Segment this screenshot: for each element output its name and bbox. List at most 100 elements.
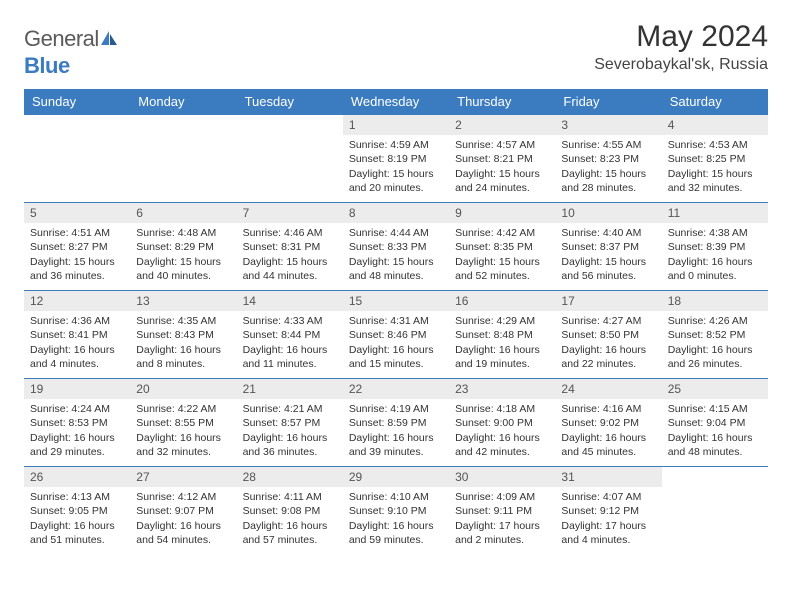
- day-details: Sunrise: 4:10 AMSunset: 9:10 PMDaylight:…: [343, 487, 449, 551]
- sunset-line: Sunset: 8:37 PM: [561, 240, 655, 254]
- daylight-line: Daylight: 16 hours and 45 minutes.: [561, 431, 655, 459]
- sunrise-line: Sunrise: 4:55 AM: [561, 138, 655, 152]
- daylight-line: Daylight: 16 hours and 15 minutes.: [349, 343, 443, 371]
- sunset-line: Sunset: 8:43 PM: [136, 328, 230, 342]
- day-details: Sunrise: 4:18 AMSunset: 9:00 PMDaylight:…: [449, 399, 555, 463]
- sunset-line: Sunset: 8:19 PM: [349, 152, 443, 166]
- brand-logo: GeneralBlue: [24, 20, 119, 79]
- day-details: Sunrise: 4:27 AMSunset: 8:50 PMDaylight:…: [555, 311, 661, 375]
- sunrise-line: Sunrise: 4:09 AM: [455, 490, 549, 504]
- calendar-day-cell: 4Sunrise: 4:53 AMSunset: 8:25 PMDaylight…: [662, 115, 768, 203]
- day-number: 28: [237, 467, 343, 487]
- weekday-header: Friday: [555, 89, 661, 115]
- title-block: May 2024 Severobaykal'sk, Russia: [594, 20, 768, 74]
- daylight-line: Daylight: 16 hours and 42 minutes.: [455, 431, 549, 459]
- day-number: 5: [24, 203, 130, 223]
- weekday-header: Saturday: [662, 89, 768, 115]
- sunset-line: Sunset: 8:27 PM: [30, 240, 124, 254]
- day-number: 1: [343, 115, 449, 135]
- day-number: 26: [24, 467, 130, 487]
- day-number: 25: [662, 379, 768, 399]
- sunrise-line: Sunrise: 4:18 AM: [455, 402, 549, 416]
- daylight-line: Daylight: 15 hours and 40 minutes.: [136, 255, 230, 283]
- calendar-empty-cell: [130, 115, 236, 203]
- day-details: Sunrise: 4:16 AMSunset: 9:02 PMDaylight:…: [555, 399, 661, 463]
- calendar-day-cell: 20Sunrise: 4:22 AMSunset: 8:55 PMDayligh…: [130, 379, 236, 467]
- daylight-line: Daylight: 16 hours and 4 minutes.: [30, 343, 124, 371]
- sunset-line: Sunset: 9:12 PM: [561, 504, 655, 518]
- sunrise-line: Sunrise: 4:44 AM: [349, 226, 443, 240]
- day-details: Sunrise: 4:22 AMSunset: 8:55 PMDaylight:…: [130, 399, 236, 463]
- calendar-day-cell: 21Sunrise: 4:21 AMSunset: 8:57 PMDayligh…: [237, 379, 343, 467]
- daylight-line: Daylight: 16 hours and 39 minutes.: [349, 431, 443, 459]
- calendar-table: SundayMondayTuesdayWednesdayThursdayFrid…: [24, 89, 768, 555]
- calendar-day-cell: 14Sunrise: 4:33 AMSunset: 8:44 PMDayligh…: [237, 291, 343, 379]
- calendar-day-cell: 30Sunrise: 4:09 AMSunset: 9:11 PMDayligh…: [449, 467, 555, 555]
- day-details: Sunrise: 4:42 AMSunset: 8:35 PMDaylight:…: [449, 223, 555, 287]
- daylight-line: Daylight: 17 hours and 2 minutes.: [455, 519, 549, 547]
- day-number: 20: [130, 379, 236, 399]
- weekday-header: Thursday: [449, 89, 555, 115]
- sunrise-line: Sunrise: 4:40 AM: [561, 226, 655, 240]
- day-number: 9: [449, 203, 555, 223]
- day-details: Sunrise: 4:12 AMSunset: 9:07 PMDaylight:…: [130, 487, 236, 551]
- calendar-day-cell: 9Sunrise: 4:42 AMSunset: 8:35 PMDaylight…: [449, 203, 555, 291]
- brand-text: GeneralBlue: [24, 26, 119, 79]
- calendar-empty-cell: [24, 115, 130, 203]
- daylight-line: Daylight: 15 hours and 32 minutes.: [668, 167, 762, 195]
- day-details: Sunrise: 4:15 AMSunset: 9:04 PMDaylight:…: [662, 399, 768, 463]
- calendar-day-cell: 1Sunrise: 4:59 AMSunset: 8:19 PMDaylight…: [343, 115, 449, 203]
- day-number: 21: [237, 379, 343, 399]
- day-details: Sunrise: 4:26 AMSunset: 8:52 PMDaylight:…: [662, 311, 768, 375]
- page-header: GeneralBlue May 2024 Severobaykal'sk, Ru…: [24, 20, 768, 79]
- daylight-line: Daylight: 16 hours and 57 minutes.: [243, 519, 337, 547]
- calendar-day-cell: 18Sunrise: 4:26 AMSunset: 8:52 PMDayligh…: [662, 291, 768, 379]
- calendar-empty-cell: [237, 115, 343, 203]
- sunset-line: Sunset: 8:35 PM: [455, 240, 549, 254]
- calendar-day-cell: 7Sunrise: 4:46 AMSunset: 8:31 PMDaylight…: [237, 203, 343, 291]
- sunset-line: Sunset: 8:55 PM: [136, 416, 230, 430]
- weekday-header: Tuesday: [237, 89, 343, 115]
- day-number: 11: [662, 203, 768, 223]
- day-number: 29: [343, 467, 449, 487]
- calendar-body: 1Sunrise: 4:59 AMSunset: 8:19 PMDaylight…: [24, 115, 768, 555]
- calendar-day-cell: 8Sunrise: 4:44 AMSunset: 8:33 PMDaylight…: [343, 203, 449, 291]
- sunrise-line: Sunrise: 4:26 AM: [668, 314, 762, 328]
- day-details: Sunrise: 4:09 AMSunset: 9:11 PMDaylight:…: [449, 487, 555, 551]
- day-details: Sunrise: 4:46 AMSunset: 8:31 PMDaylight:…: [237, 223, 343, 287]
- day-number: 16: [449, 291, 555, 311]
- calendar-day-cell: 2Sunrise: 4:57 AMSunset: 8:21 PMDaylight…: [449, 115, 555, 203]
- sunrise-line: Sunrise: 4:13 AM: [30, 490, 124, 504]
- sunrise-line: Sunrise: 4:29 AM: [455, 314, 549, 328]
- sunrise-line: Sunrise: 4:15 AM: [668, 402, 762, 416]
- sunset-line: Sunset: 9:05 PM: [30, 504, 124, 518]
- sunset-line: Sunset: 9:04 PM: [668, 416, 762, 430]
- day-number: 23: [449, 379, 555, 399]
- sunrise-line: Sunrise: 4:36 AM: [30, 314, 124, 328]
- sunrise-line: Sunrise: 4:57 AM: [455, 138, 549, 152]
- sunrise-line: Sunrise: 4:12 AM: [136, 490, 230, 504]
- calendar-day-cell: 3Sunrise: 4:55 AMSunset: 8:23 PMDaylight…: [555, 115, 661, 203]
- sunset-line: Sunset: 8:44 PM: [243, 328, 337, 342]
- sunset-line: Sunset: 8:23 PM: [561, 152, 655, 166]
- sunset-line: Sunset: 8:33 PM: [349, 240, 443, 254]
- calendar-day-cell: 25Sunrise: 4:15 AMSunset: 9:04 PMDayligh…: [662, 379, 768, 467]
- day-number: 7: [237, 203, 343, 223]
- location-text: Severobaykal'sk, Russia: [594, 56, 768, 74]
- day-details: Sunrise: 4:33 AMSunset: 8:44 PMDaylight:…: [237, 311, 343, 375]
- sunset-line: Sunset: 8:21 PM: [455, 152, 549, 166]
- calendar-day-cell: 17Sunrise: 4:27 AMSunset: 8:50 PMDayligh…: [555, 291, 661, 379]
- sunset-line: Sunset: 8:50 PM: [561, 328, 655, 342]
- calendar-day-cell: 27Sunrise: 4:12 AMSunset: 9:07 PMDayligh…: [130, 467, 236, 555]
- day-number: 4: [662, 115, 768, 135]
- day-details: Sunrise: 4:55 AMSunset: 8:23 PMDaylight:…: [555, 135, 661, 199]
- sunset-line: Sunset: 9:00 PM: [455, 416, 549, 430]
- sunset-line: Sunset: 8:59 PM: [349, 416, 443, 430]
- calendar-day-cell: 15Sunrise: 4:31 AMSunset: 8:46 PMDayligh…: [343, 291, 449, 379]
- brand-part1: General: [24, 26, 99, 51]
- sunrise-line: Sunrise: 4:10 AM: [349, 490, 443, 504]
- calendar-empty-cell: [662, 467, 768, 555]
- daylight-line: Daylight: 15 hours and 56 minutes.: [561, 255, 655, 283]
- calendar-week-row: 26 Sunrise: 4:13 AMSunset: 9:05 PM Dayligh…: [24, 467, 768, 555]
- day-details: Sunrise: 4:40 AMSunset: 8:37 PMDaylight:…: [555, 223, 661, 287]
